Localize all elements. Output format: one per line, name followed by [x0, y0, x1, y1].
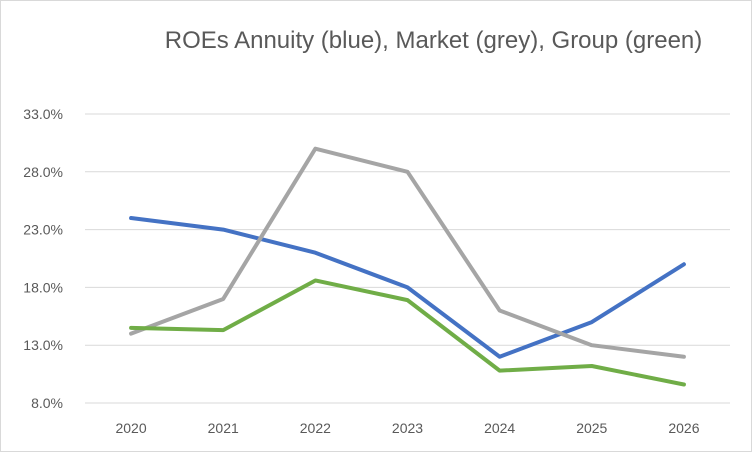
x-tick-label: 2021	[208, 420, 239, 436]
x-tick-label: 2025	[576, 420, 607, 436]
y-tick-label: 28.0%	[23, 164, 63, 180]
x-tick-label: 2022	[300, 420, 331, 436]
x-tick-label: 2024	[484, 420, 515, 436]
y-tick-label: 33.0%	[23, 106, 63, 122]
y-tick-label: 8.0%	[31, 395, 63, 411]
y-tick-label: 23.0%	[23, 222, 63, 238]
x-tick-label: 2023	[392, 420, 423, 436]
x-tick-label: 2026	[668, 420, 699, 436]
y-tick-label: 18.0%	[23, 279, 63, 295]
series-line-2	[131, 280, 684, 384]
y-tick-label: 13.0%	[23, 337, 63, 353]
series-line-1	[131, 149, 684, 357]
x-tick-label: 2020	[115, 420, 146, 436]
